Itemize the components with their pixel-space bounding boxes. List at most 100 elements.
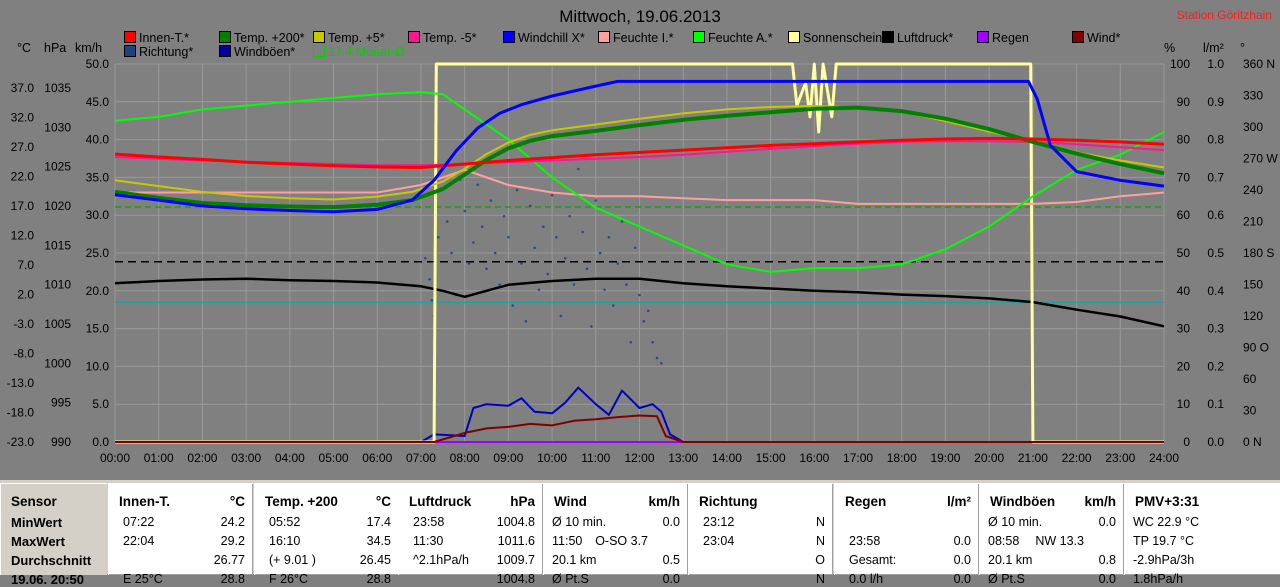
direction-point <box>489 199 493 202</box>
legend-item: Sonnenschein* <box>788 31 887 45</box>
cell-value: N <box>815 515 825 529</box>
direction-point <box>528 204 532 208</box>
cell-label: (+ 9.01 ) <box>269 553 316 567</box>
direction-point <box>520 262 523 265</box>
legend-item: Feuchte I.* <box>598 31 673 45</box>
axis-tick-celsius: -13.0 <box>7 376 35 390</box>
row-label: Durchschnitt <box>11 553 92 568</box>
axis-tick-percent: 0 <box>1183 435 1190 449</box>
cell-label: TP 19.7 °C <box>1133 534 1195 548</box>
direction-point <box>651 340 654 344</box>
axis-tick-direction: 240 <box>1243 183 1263 197</box>
cell-label: 20.1 km <box>988 553 1033 567</box>
direction-point <box>633 246 637 250</box>
cell-value: 0.5 <box>662 553 680 567</box>
legend-label: 17.4 Monat-Ø <box>328 45 405 59</box>
direction-point <box>511 304 515 307</box>
direction-point <box>594 199 598 202</box>
axis-tick-kmh: 20.0 <box>86 284 110 298</box>
axis-tick-celsius: -18.0 <box>7 406 35 420</box>
direction-point <box>467 262 471 265</box>
cell-label: 08:58 <box>988 534 1020 548</box>
panel-unit: hPa <box>510 494 535 509</box>
cell-label: 07:22 <box>123 515 155 529</box>
series-line <box>114 79 1165 214</box>
legend-item: Innen-T.* <box>124 31 189 45</box>
legend-label: Innen-T.* <box>139 31 190 45</box>
legend-item: Temp. -5* <box>408 31 477 45</box>
direction-point <box>502 214 506 218</box>
series-line <box>115 414 1164 443</box>
axis-unit-deg: ° <box>1240 41 1245 55</box>
cell-label: 23:58 <box>849 534 881 548</box>
axis-tick-direction: 150 <box>1243 278 1263 292</box>
direction-point <box>603 288 606 292</box>
legend-item: Windböen* <box>219 45 295 59</box>
axis-tick-direction: 60 <box>1243 372 1257 386</box>
axis-tick-time: 14:00 <box>712 451 742 465</box>
axis-tick-hpa: 1000 <box>44 356 71 370</box>
direction-point <box>533 246 536 250</box>
cell-label: -2.9hPa/3h <box>1133 553 1195 567</box>
legend-label: Temp. -5* <box>423 31 477 45</box>
direction-point <box>646 309 650 313</box>
axis-tick-lm2: 0.1 <box>1207 397 1224 411</box>
cell-label: 11:50 <box>552 534 583 548</box>
axis-tick-hpa: 1005 <box>44 317 71 331</box>
series-line <box>114 277 1165 328</box>
axis-tick-direction: 210 <box>1243 215 1263 229</box>
panel-header: Regen <box>845 494 887 509</box>
panel-header: Sensor <box>11 494 57 509</box>
axis-tick-celsius: -8.0 <box>13 347 34 361</box>
row-label: 19.06. 20:50 <box>11 572 85 587</box>
axis-tick-celsius: 17.0 <box>11 199 35 213</box>
cell-label: E 25°C <box>123 572 163 586</box>
axis-tick-time: 01:00 <box>144 451 174 465</box>
legend-swatch <box>788 31 800 43</box>
axis-unit-kmh: km/h <box>75 41 103 55</box>
axis-tick-direction: 0 N <box>1243 435 1262 449</box>
direction-point <box>655 356 659 360</box>
series-line <box>115 168 1165 205</box>
axis-tick-celsius: 12.0 <box>11 229 35 243</box>
axis-tick-percent: 80 <box>1177 133 1191 147</box>
axis-tick-kmh: 35.0 <box>86 170 110 184</box>
direction-point <box>515 188 519 192</box>
axis-tick-lm2: 0.4 <box>1207 284 1224 298</box>
axis-tick-direction: 270 W <box>1243 152 1278 166</box>
cell-label: F 26°C <box>269 572 309 586</box>
axis-tick-lm2: 0.2 <box>1207 359 1224 373</box>
legend-swatch <box>219 45 231 57</box>
cell-label: Gesamt: <box>849 553 897 567</box>
axis-tick-time: 05:00 <box>319 451 349 465</box>
legend-label: Feuchte I.* <box>613 31 674 45</box>
stats-panel: Luftdruck hPa 23:58 1004.8 11:30 1011.6 ^2.1hP… <box>398 483 543 586</box>
legend-item: Windchill X* <box>503 31 585 45</box>
stats-table: Sensor MinWert MaxWert Durchschnitt 19.06. 2… <box>0 480 1280 587</box>
direction-point <box>476 183 480 187</box>
cell-label: 22:04 <box>123 534 155 548</box>
legend-label: Richtung* <box>139 45 194 59</box>
legend-label: Regen <box>992 31 1029 45</box>
axis-tick-celsius: 27.0 <box>11 140 35 154</box>
cell-label: ^2.1hPa/h <box>413 553 469 567</box>
stats-panel: Sensor MinWert MaxWert Durchschnitt 19.06. 2… <box>0 483 107 587</box>
row-label: MinWert <box>11 515 63 530</box>
axis-tick-time: 15:00 <box>756 451 786 465</box>
direction-point <box>577 167 580 171</box>
axis-tick-time: 07:00 <box>406 451 436 465</box>
legend-swatch <box>693 31 705 43</box>
direction-point <box>463 209 466 213</box>
cell-value: N <box>815 572 825 586</box>
legend-label: Temp. +200* <box>234 31 305 45</box>
legend-swatch <box>313 31 325 43</box>
stats-panel: Regen l/m² 23:58 0.0 Gesamt: 0.0 0.0 l/h 0.0 <box>834 483 979 586</box>
direction-point <box>472 241 475 244</box>
axis-tick-time: 16:00 <box>799 451 829 465</box>
axis-tick-lm2: 1.0 <box>1207 57 1224 71</box>
axis-tick-kmh: 40.0 <box>86 133 110 147</box>
axis-tick-time: 04:00 <box>275 451 305 465</box>
axis-tick-celsius: -23.0 <box>7 435 35 449</box>
direction-point <box>629 340 633 344</box>
legend-swatch <box>598 31 610 43</box>
